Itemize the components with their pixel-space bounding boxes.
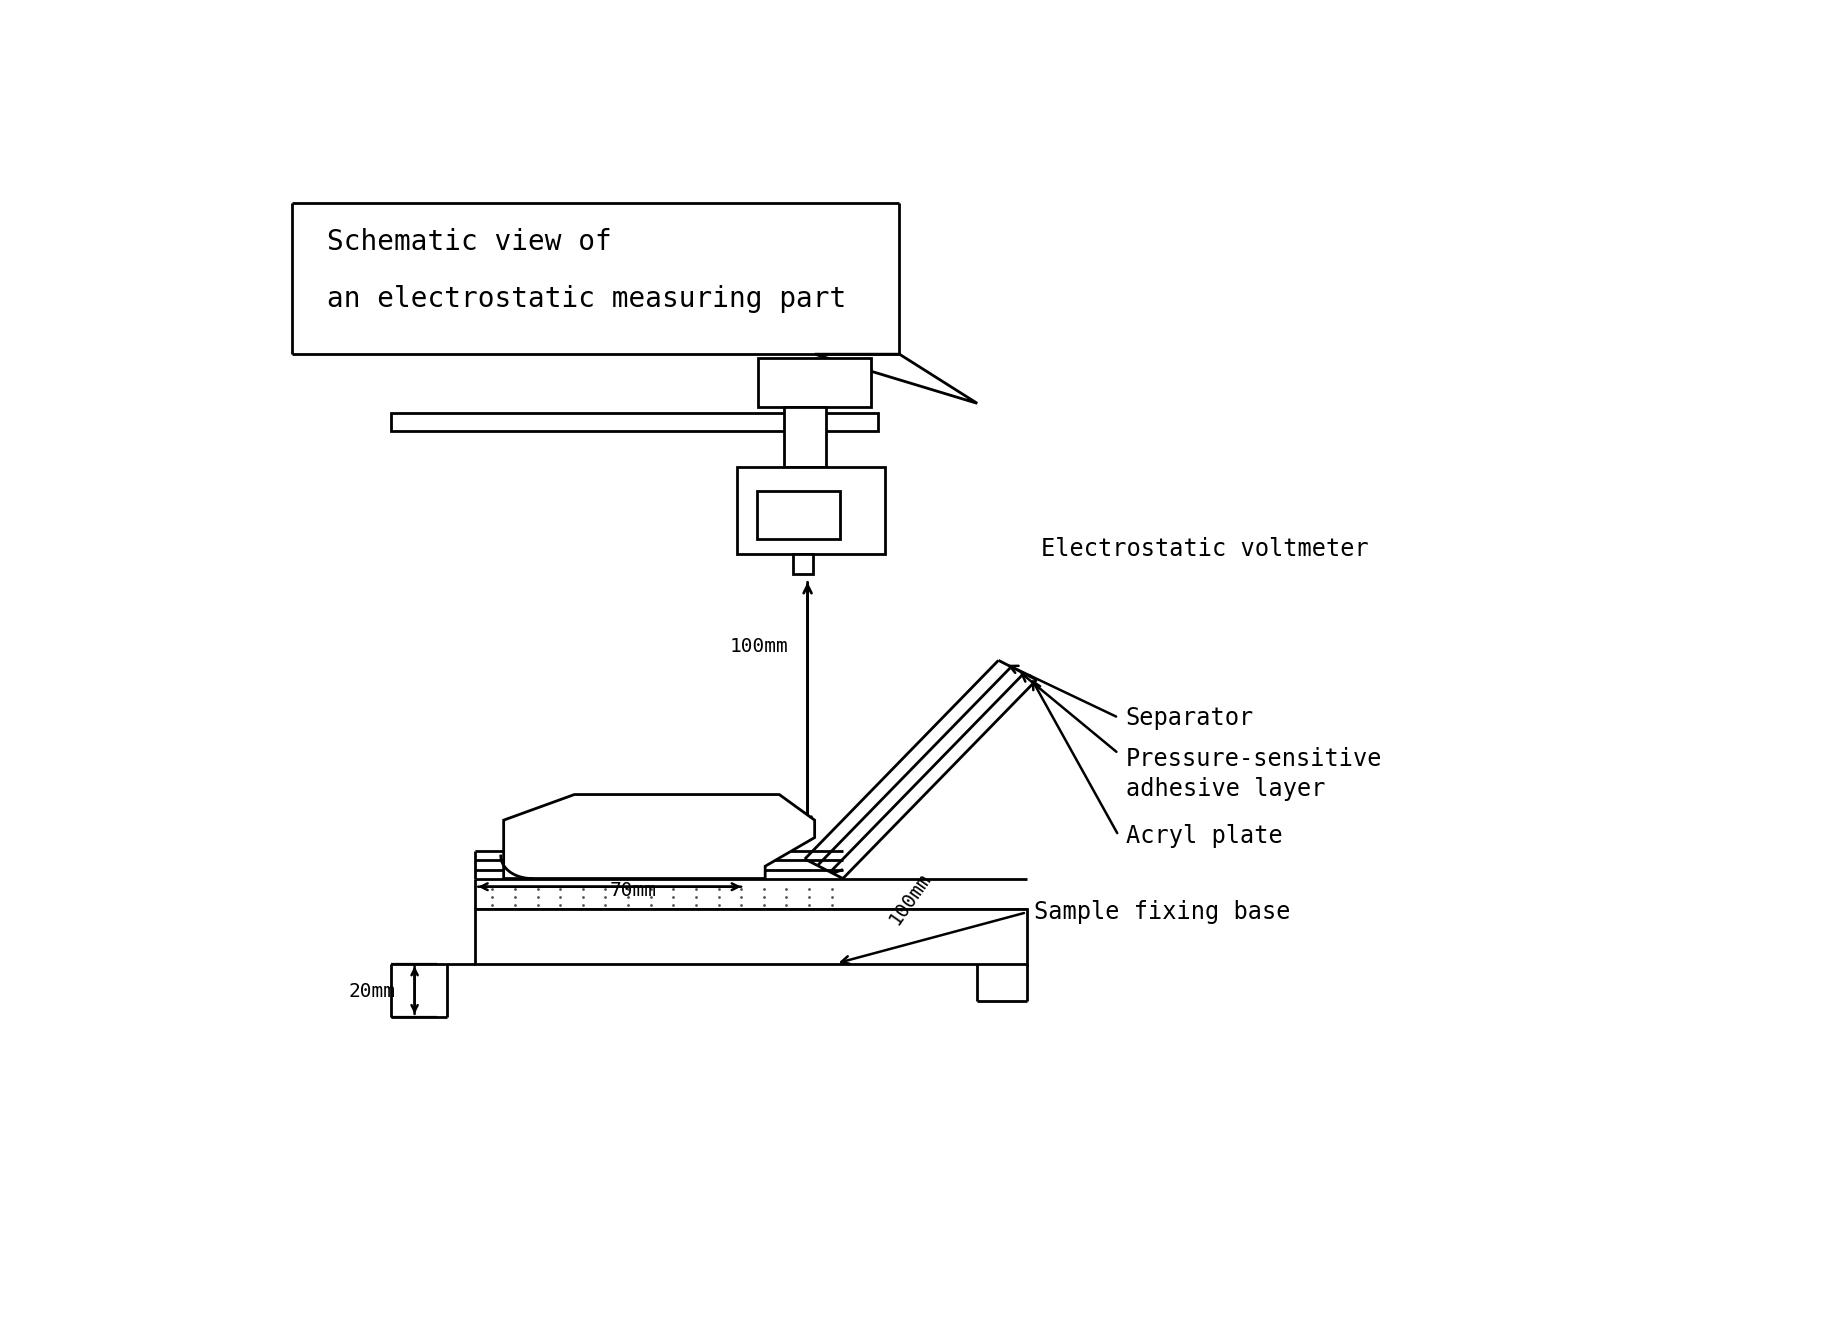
Text: Sample fixing base: Sample fixing base: [1034, 900, 1289, 924]
Bar: [736, 467, 884, 553]
Text: 100mm: 100mm: [729, 637, 788, 656]
Text: 70mm: 70mm: [609, 882, 656, 900]
Polygon shape: [815, 354, 977, 403]
Text: Electrostatic voltmeter: Electrostatic voltmeter: [1041, 537, 1367, 561]
Text: Schematic view of: Schematic view of: [326, 229, 611, 257]
Bar: [793, 553, 813, 575]
Text: Separator: Separator: [1125, 706, 1252, 730]
Bar: [390, 412, 879, 431]
Bar: [784, 407, 826, 467]
Text: adhesive layer: adhesive layer: [1125, 778, 1323, 802]
Bar: [757, 491, 839, 539]
Bar: [476, 910, 1026, 963]
Polygon shape: [503, 794, 815, 879]
Text: 100mm: 100mm: [884, 870, 933, 928]
Text: Pressure-sensitive: Pressure-sensitive: [1125, 746, 1382, 770]
Text: an electrostatic measuring part: an electrostatic measuring part: [326, 285, 846, 313]
Bar: [758, 358, 871, 407]
Text: Acryl plate: Acryl plate: [1125, 823, 1282, 847]
Text: 20mm: 20mm: [348, 982, 396, 1000]
